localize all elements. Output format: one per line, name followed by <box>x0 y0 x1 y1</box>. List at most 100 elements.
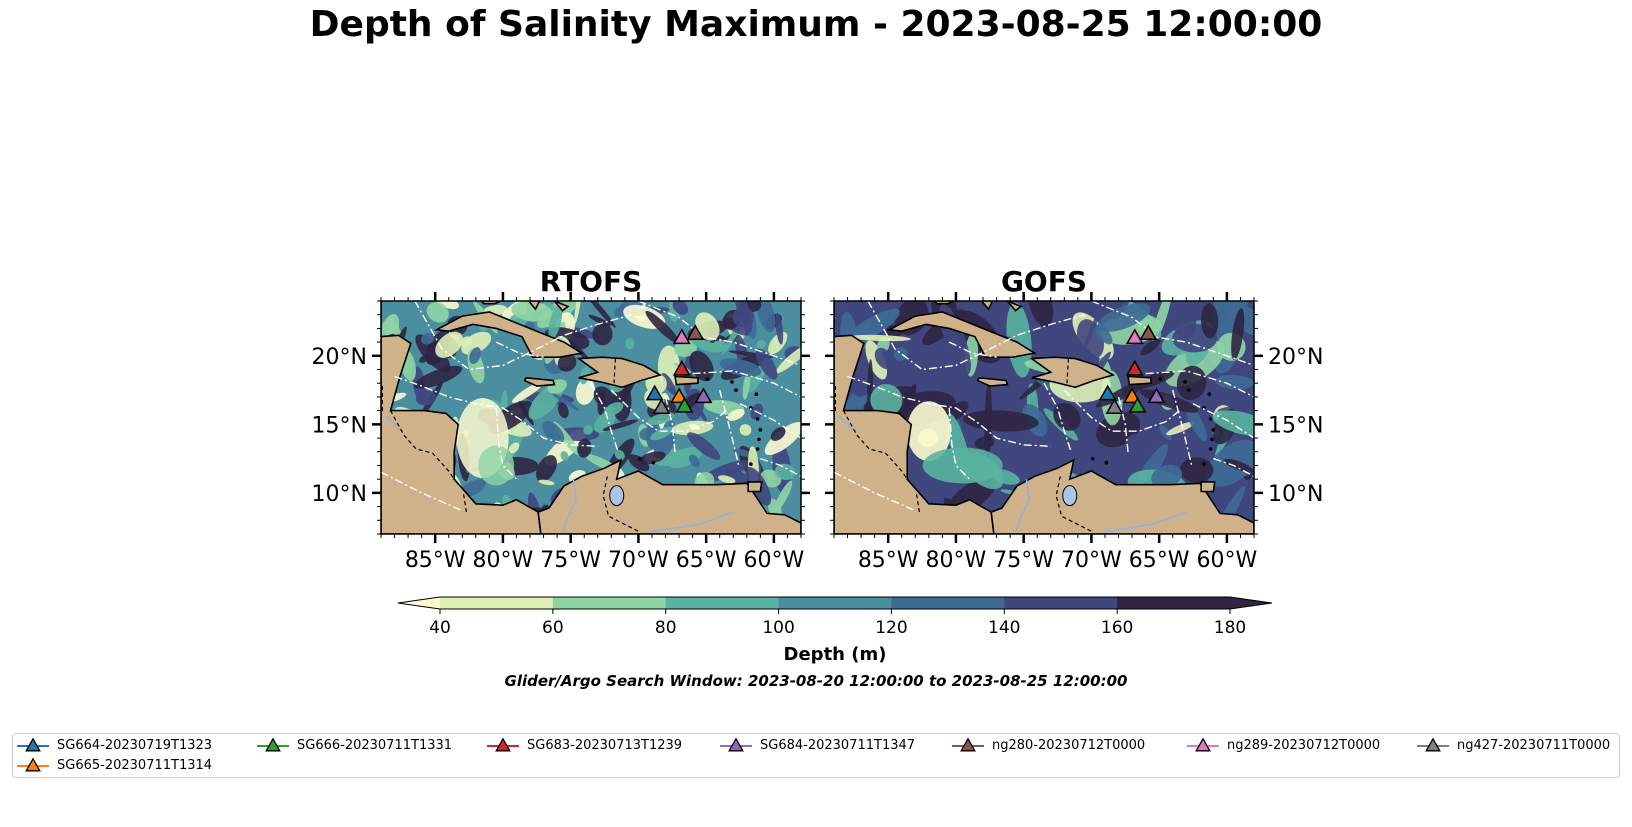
colorbar-tick-label: 80 <box>655 618 677 638</box>
glider-marker <box>645 384 664 401</box>
map-panel-gofs: GOFS 85°W 80°W 75°W 70°W 65°W 60°W 20°N 15°N 10°N <box>825 265 1323 573</box>
island <box>1158 377 1163 381</box>
river <box>1014 479 1030 534</box>
glider-marker <box>1098 384 1117 401</box>
country-border <box>990 512 995 534</box>
glider-marker <box>686 324 705 341</box>
glider-markers <box>645 324 713 415</box>
lake-maracaibo <box>609 485 625 507</box>
land-polygon <box>980 301 994 311</box>
legend-label: SG664-20230719T1323 <box>57 737 213 753</box>
colorbar-tick-label: 140 <box>988 618 1020 638</box>
colorbar-label: Depth (m) <box>784 644 887 665</box>
land-polygon <box>1127 375 1152 386</box>
colorbar-tick-label: 180 <box>1214 618 1246 638</box>
island <box>1210 437 1214 442</box>
island <box>757 437 761 442</box>
island <box>1104 460 1109 465</box>
eez-line <box>1213 457 1254 478</box>
legend-label: SG684-20230711T1347 <box>760 737 916 753</box>
island <box>1211 428 1216 432</box>
colorbar-segment <box>665 597 780 609</box>
eez-line <box>610 389 727 432</box>
x-tick-label: 85°W <box>405 548 466 573</box>
land-polygon <box>523 376 556 387</box>
land-polygon <box>886 311 1037 358</box>
eez-line <box>1063 389 1180 432</box>
eez-line <box>1172 389 1193 466</box>
land-polygon <box>990 458 1254 534</box>
y-tick-label: 15°N <box>1268 413 1323 438</box>
river <box>651 511 734 533</box>
panel-title-rtofs: RTOFS <box>540 265 643 298</box>
colorbar-extend-max <box>1230 597 1272 609</box>
legend-marker <box>487 737 519 752</box>
x-tick-label: 65°W <box>1129 548 1190 573</box>
panel-title-gofs: GOFS <box>1001 265 1087 298</box>
legend-label: SG665-20230711T1314 <box>57 757 213 773</box>
legend-label: ng289-20230712T0000 <box>1227 737 1381 753</box>
country-border <box>463 494 467 513</box>
land-polygon <box>1006 301 1023 312</box>
colorbar-tick-label: 40 <box>429 618 451 638</box>
glider-marker <box>1125 328 1144 345</box>
glider-markers <box>1098 324 1166 415</box>
legend-marker <box>720 737 752 752</box>
land <box>381 301 801 534</box>
y-tick-label: 20°N <box>312 345 367 370</box>
eez-line <box>414 301 632 371</box>
eez-line <box>834 471 916 512</box>
country-border <box>916 494 920 513</box>
island <box>1208 417 1213 421</box>
glider-marker <box>670 387 689 404</box>
glider-marker <box>675 396 694 413</box>
land-polygon <box>576 356 663 389</box>
eez-line <box>1117 396 1129 452</box>
map-frame <box>833 300 1255 535</box>
glider-marker <box>652 398 671 415</box>
eez-line <box>867 301 1085 371</box>
island <box>637 456 642 461</box>
x-tick-label: 70°W <box>1061 548 1122 573</box>
glider-marker <box>1105 398 1124 415</box>
eez-line <box>692 334 801 367</box>
x-tick-label: 80°W <box>473 548 534 573</box>
colorbar: 40 60 80 100 120 140 160 180 Depth (m) <box>397 596 1273 665</box>
country-border <box>842 410 908 480</box>
colorbar-tick-label: 60 <box>542 618 564 638</box>
river <box>838 415 854 431</box>
land-polygon <box>747 481 763 493</box>
island <box>1090 456 1095 461</box>
map-frame <box>380 300 802 535</box>
eez-line <box>664 396 676 452</box>
glider-marker <box>694 387 713 404</box>
eez-line <box>760 457 801 478</box>
y-tick-label: 20°N <box>1268 345 1323 370</box>
colorbar-segment <box>778 597 892 609</box>
lake-maracaibo <box>1062 485 1078 507</box>
legend-marker <box>952 737 984 752</box>
colorbar-segment <box>440 597 554 609</box>
eez-line <box>394 375 598 447</box>
eez-line <box>719 389 740 466</box>
eez-line <box>692 370 801 398</box>
legend-item: SG664-20230719T1323 <box>15 736 212 754</box>
maritime-boundaries <box>381 301 801 512</box>
island <box>1207 392 1212 397</box>
legend-label: SG666-20230711T1331 <box>297 737 453 753</box>
maritime-boundaries <box>834 301 1254 512</box>
glider-marker <box>672 328 691 345</box>
country-border <box>1055 476 1092 532</box>
land-polygon <box>537 458 801 534</box>
map-panel-rtofs: RTOFS 85°W 80°W 75°W 70°W 65°W 60°W 20°N 15°N 10°… <box>312 265 810 573</box>
eez-line <box>948 407 970 480</box>
glider-marker <box>672 359 691 376</box>
x-tick-label: 75°W <box>540 548 601 573</box>
glider-marker <box>1128 396 1147 413</box>
legend-item: SG684-20230711T1347 <box>718 736 915 754</box>
colorbar-tick-label: 100 <box>762 618 794 638</box>
island <box>734 388 738 392</box>
island <box>651 460 656 465</box>
land-polygon <box>527 301 541 311</box>
